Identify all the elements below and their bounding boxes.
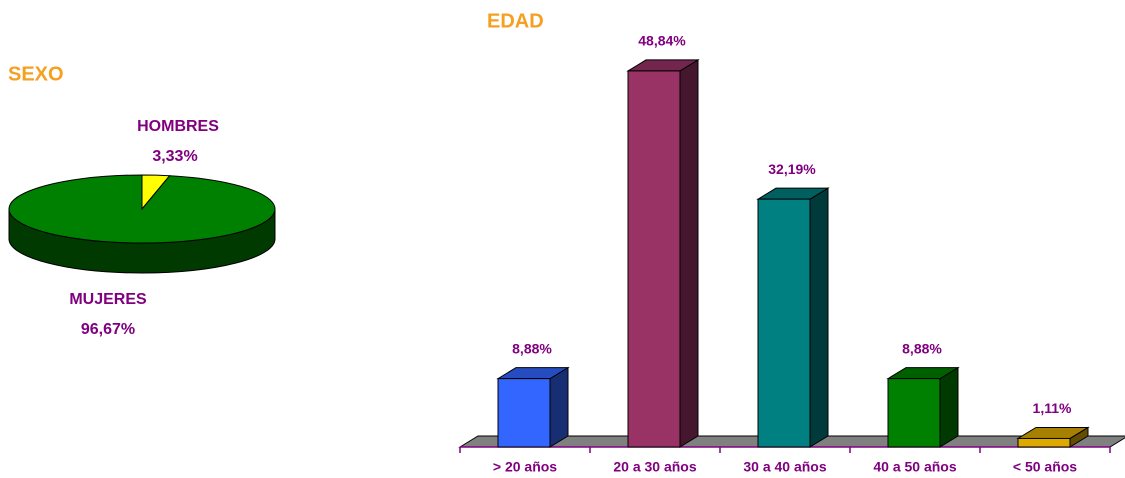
bar — [887, 378, 941, 448]
bar — [757, 198, 811, 448]
bar-value-label: 8,88% — [902, 340, 942, 356]
bar-side — [939, 366, 959, 448]
bar-value-label: 48,84% — [638, 33, 686, 49]
bar-value-label: 32,19% — [768, 161, 816, 177]
x-tick-label: > 20 años — [493, 459, 557, 475]
bar-value-label: 8,88% — [512, 340, 552, 356]
bar — [497, 378, 551, 448]
pie-label: HOMBRES — [137, 118, 219, 135]
pie-slice — [8, 174, 276, 244]
bar-side — [809, 187, 829, 448]
bar — [627, 70, 681, 448]
x-tick-label: 20 a 30 años — [613, 459, 696, 475]
bar-value-label: 1,11% — [1033, 400, 1072, 416]
bar-side — [679, 59, 699, 448]
pie-title: SEXO — [8, 63, 64, 85]
bar-side — [549, 366, 569, 448]
pie-value-label: 3,33% — [152, 148, 197, 165]
pie-label: MUJERES — [69, 291, 147, 308]
x-tick-label: 40 a 50 años — [873, 459, 956, 475]
x-tick-label: 30 a 40 años — [743, 459, 826, 475]
x-tick-label: < 50 años — [1013, 459, 1077, 475]
pie-value-label: 96,67% — [81, 321, 135, 338]
bar — [1017, 437, 1071, 448]
bar-title: EDAD — [487, 10, 544, 32]
